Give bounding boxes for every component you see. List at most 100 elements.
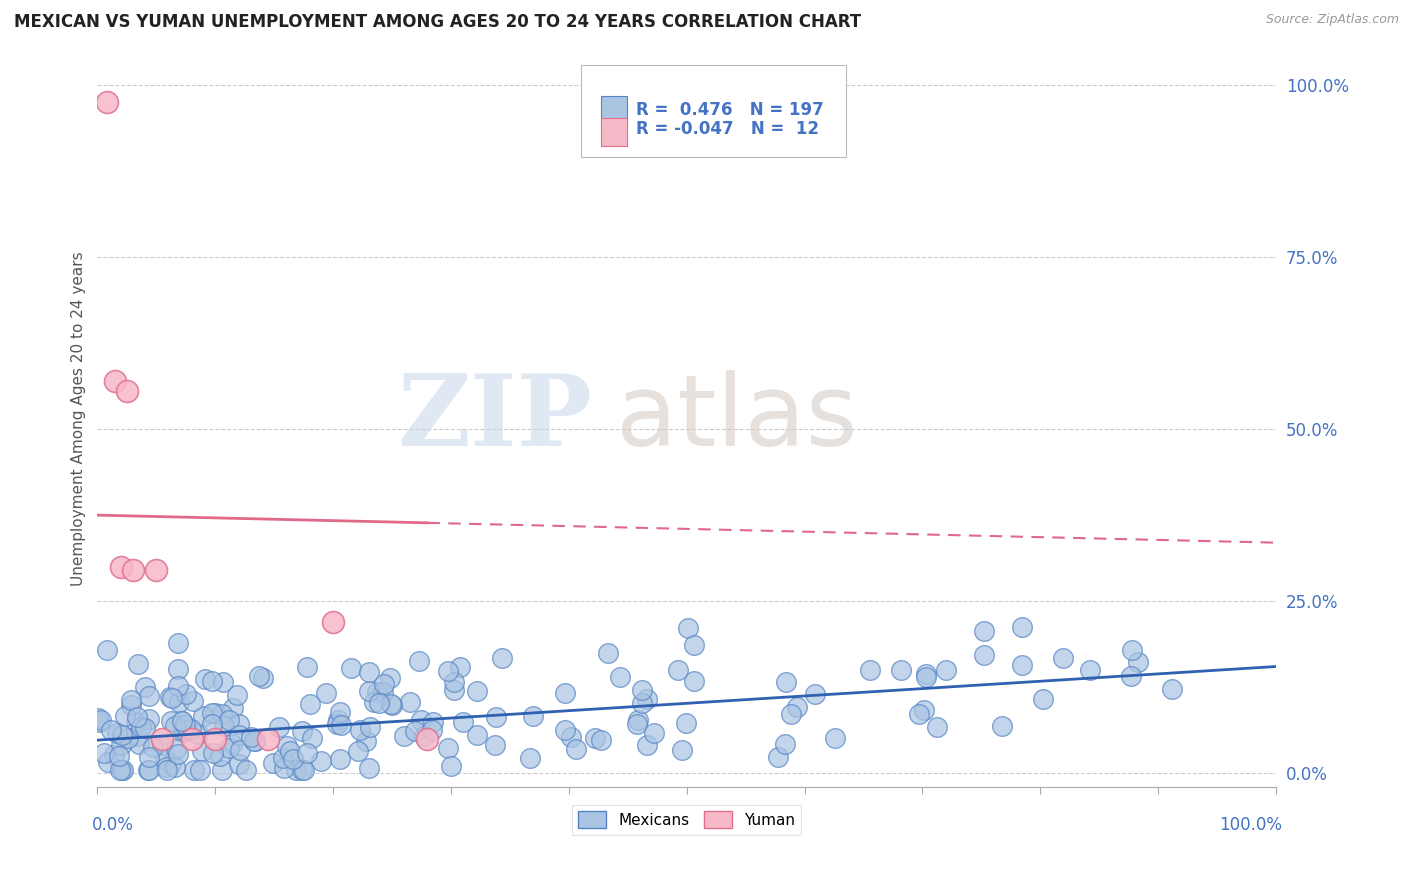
Point xyxy=(167,747,190,761)
Point xyxy=(108,749,131,764)
Point xyxy=(138,749,160,764)
Point xyxy=(330,718,353,732)
Point xyxy=(278,744,301,758)
Point xyxy=(354,733,377,747)
Point xyxy=(683,673,706,688)
Point xyxy=(114,709,136,723)
Point xyxy=(247,669,270,683)
Point xyxy=(120,698,142,713)
Point xyxy=(1032,691,1054,706)
Point xyxy=(1080,663,1102,677)
Point xyxy=(326,717,349,731)
Point xyxy=(125,715,148,730)
Point xyxy=(399,695,422,709)
Point xyxy=(683,638,706,652)
Point xyxy=(183,763,205,777)
Point xyxy=(228,756,250,771)
Point xyxy=(347,744,370,758)
Point xyxy=(411,713,433,727)
Point xyxy=(565,742,588,756)
Point xyxy=(381,698,404,713)
Point xyxy=(322,615,344,629)
Point xyxy=(212,719,235,733)
Text: 0.0%: 0.0% xyxy=(91,816,134,834)
Point xyxy=(465,728,488,742)
Point xyxy=(191,744,214,758)
Point xyxy=(627,714,650,728)
Point xyxy=(110,738,132,752)
Point xyxy=(973,624,995,638)
Point xyxy=(775,675,797,690)
Point xyxy=(779,707,801,722)
Point xyxy=(804,686,827,700)
Point xyxy=(1011,658,1033,673)
Point xyxy=(93,746,115,760)
Point xyxy=(630,683,652,698)
Point xyxy=(449,660,471,674)
Point xyxy=(170,714,193,728)
Point xyxy=(201,716,224,731)
Point xyxy=(89,715,111,730)
Point xyxy=(890,664,912,678)
Text: Source: ZipAtlas.com: Source: ZipAtlas.com xyxy=(1265,13,1399,27)
Y-axis label: Unemployment Among Ages 20 to 24 years: Unemployment Among Ages 20 to 24 years xyxy=(72,252,86,586)
Point xyxy=(226,688,249,702)
Point xyxy=(90,713,112,727)
Legend: Mexicans, Yuman: Mexicans, Yuman xyxy=(572,805,801,835)
Point xyxy=(204,731,226,746)
Point xyxy=(1011,620,1033,634)
Point xyxy=(167,636,190,650)
Point xyxy=(188,763,211,777)
Point xyxy=(191,709,214,723)
Point xyxy=(108,763,131,777)
Point xyxy=(773,737,796,751)
FancyBboxPatch shape xyxy=(581,65,846,157)
Point xyxy=(912,703,935,717)
Point xyxy=(671,743,693,757)
Point xyxy=(1052,650,1074,665)
Point xyxy=(392,729,415,743)
Point xyxy=(257,731,280,746)
Point xyxy=(262,756,284,770)
Point xyxy=(201,674,224,689)
Point xyxy=(422,715,444,730)
Point xyxy=(111,763,134,777)
Point xyxy=(221,737,243,751)
Point xyxy=(211,763,233,777)
Point xyxy=(299,698,322,712)
Point xyxy=(127,709,149,723)
Point xyxy=(991,719,1014,733)
Point xyxy=(859,663,882,677)
Point xyxy=(127,657,149,672)
Text: 100.0%: 100.0% xyxy=(1219,816,1282,834)
Point xyxy=(596,647,619,661)
Point xyxy=(485,710,508,724)
Point xyxy=(284,763,307,777)
Point xyxy=(110,559,132,574)
Point xyxy=(243,733,266,747)
Point xyxy=(117,731,139,746)
Point xyxy=(96,95,118,110)
Point xyxy=(142,740,165,755)
Point xyxy=(935,663,957,677)
Point xyxy=(329,752,352,766)
Point xyxy=(228,717,250,731)
Point xyxy=(408,654,430,668)
Point xyxy=(295,659,318,673)
Point xyxy=(243,734,266,748)
Point xyxy=(786,700,808,714)
Point xyxy=(155,760,177,774)
Point xyxy=(636,738,658,752)
Text: R =  0.476   N = 197: R = 0.476 N = 197 xyxy=(636,101,824,119)
Bar xyxy=(600,119,627,146)
Point xyxy=(973,648,995,662)
Point xyxy=(228,728,250,742)
Point xyxy=(115,384,138,399)
Point xyxy=(163,760,186,774)
Point xyxy=(315,686,337,700)
Point xyxy=(136,763,159,777)
Point xyxy=(291,763,314,777)
Point xyxy=(443,683,465,698)
Point xyxy=(1121,643,1143,657)
Point xyxy=(326,713,349,727)
